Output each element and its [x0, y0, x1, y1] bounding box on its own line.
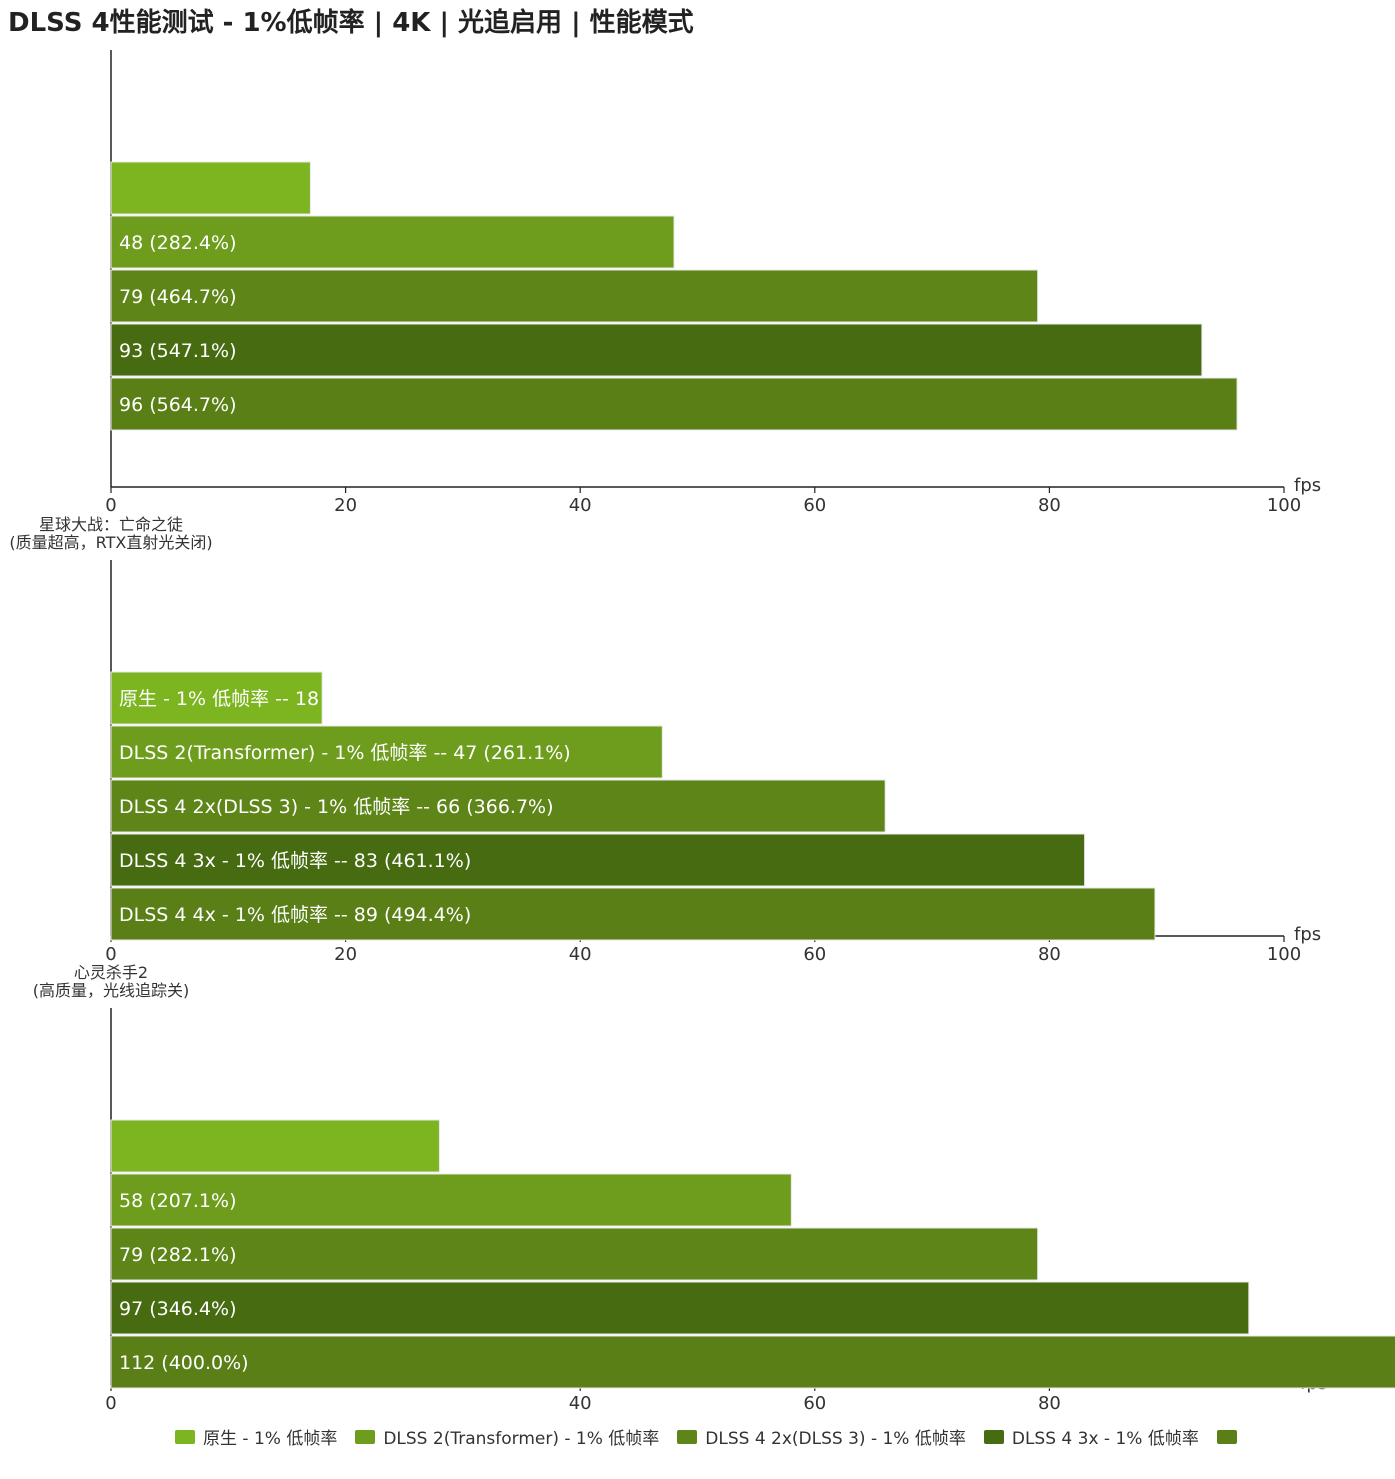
bar-label: DLSS 4 4x - 1% 低帧率 -- 89 (494.4%) — [119, 904, 471, 926]
x-tick-label: 0 — [105, 944, 116, 965]
bar-label: 97 (346.4%) — [119, 1298, 237, 1320]
bar-label: 93 (547.1%) — [119, 340, 237, 362]
bar — [110, 1335, 1395, 1389]
legend-item: 原生 - 1% 低帧率 — [175, 1424, 337, 1449]
legend-swatch — [1216, 1429, 1237, 1444]
x-tick-label: 40 — [569, 1393, 592, 1414]
bar — [110, 161, 311, 215]
bar — [110, 887, 1156, 941]
x-tick-label: 80 — [1038, 495, 1061, 516]
bar-label: 原生 - 1% 低帧率 -- 18 (100.0%) — [119, 688, 412, 710]
bar — [110, 671, 323, 725]
x-tick-label: 0 — [105, 1393, 116, 1414]
game-title: 星球大战：亡命之徒 — [39, 515, 183, 534]
bar — [110, 377, 1238, 431]
game-title: 心灵杀手2 — [74, 963, 148, 982]
bar-label: 79 (464.7%) — [119, 286, 237, 308]
legend-label: 原生 - 1% 低帧率 — [203, 1429, 338, 1449]
bar — [110, 779, 886, 833]
bar-label: 79 (282.1%) — [119, 1244, 237, 1266]
page-title: DLSS 4性能测试 - 1%低帧率 | 4K | 光追启用 | 性能模式 — [8, 8, 694, 38]
x-tick-label: 60 — [803, 495, 826, 516]
x-tick-label: 100 — [1267, 495, 1301, 516]
legend-swatch — [983, 1429, 1004, 1444]
x-tick-label: 100 — [1267, 944, 1301, 965]
bar — [110, 725, 663, 779]
x-tick-label: 20 — [334, 944, 357, 965]
bar-label: DLSS 2(Transformer) - 1% 低帧率 -- 47 (261.… — [119, 742, 571, 764]
x-tick-label: 20 — [334, 495, 357, 516]
bar-label: 112 (400.0%) — [119, 1352, 249, 1374]
bar — [110, 1281, 1250, 1335]
legend-swatch — [677, 1429, 698, 1444]
x-axis-label: fps — [1294, 924, 1321, 945]
x-tick-label: 80 — [1038, 1393, 1061, 1414]
legend-swatch — [355, 1429, 376, 1444]
bar-label: 48 (282.4%) — [119, 232, 237, 254]
legend-item: DLSS 4 3x - 1% 低帧率 — [983, 1424, 1199, 1449]
x-tick-label: 0 — [105, 495, 116, 516]
legend-item: DLSS 2(Transformer) - 1% 低帧率 — [355, 1424, 659, 1449]
legend-label: DLSS 2(Transformer) - 1% 低帧率 — [383, 1429, 660, 1449]
x-tick-label: 80 — [1038, 944, 1061, 965]
bar — [110, 1173, 792, 1227]
bar — [110, 323, 1203, 377]
game-settings: (质量超高，RTX直射光关闭) — [9, 533, 212, 552]
legend-label: DLSS 4 2x(DLSS 3) - 1% 低帧率 — [705, 1429, 966, 1449]
bar — [110, 215, 675, 269]
legend-swatch — [175, 1429, 195, 1444]
bar — [110, 1227, 1039, 1281]
legend-item: DLSS 4 2x(DLSS 3) - 1% 低帧率 — [677, 1424, 966, 1449]
x-tick-label: 60 — [803, 1393, 826, 1414]
x-tick-label: 40 — [569, 495, 592, 516]
chart-legend: 原生 - 1% 低帧率 DLSS 2(Transformer) - 1% 低帧率 D… — [175, 1424, 1375, 1449]
bar-label: 96 (564.7%) — [119, 394, 237, 416]
x-tick-label: 60 — [803, 944, 826, 965]
bar-label: 58 (207.1%) — [119, 1190, 237, 1212]
x-tick-label: 40 — [569, 944, 592, 965]
legend-label: DLSS 4 3x - 1% 低帧率 — [1011, 1429, 1199, 1449]
bar — [110, 269, 1039, 323]
bar-label: DLSS 4 2x(DLSS 3) - 1% 低帧率 -- 66 (366.7%… — [119, 796, 554, 818]
bar — [110, 1119, 440, 1173]
bar — [110, 833, 1086, 887]
bar-label: DLSS 4 3x - 1% 低帧率 -- 83 (461.1%) — [119, 850, 471, 872]
x-axis-label: fps — [1294, 475, 1321, 496]
legend-item — [1216, 1424, 1245, 1449]
game-settings: (高质量，光线追踪关) — [33, 981, 190, 1000]
